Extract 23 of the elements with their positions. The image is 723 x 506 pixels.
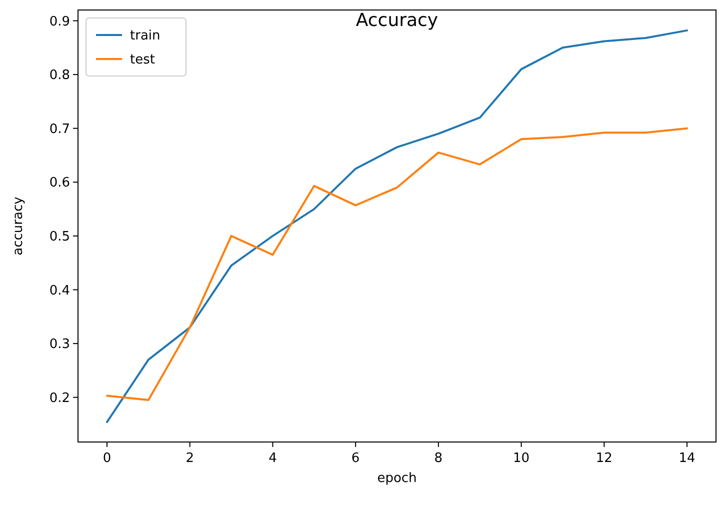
x-tick-label: 10: [513, 451, 530, 466]
y-tick-label: 0.6: [49, 176, 70, 191]
y-tick-label: 0.8: [49, 68, 70, 84]
x-tick-label: 6: [351, 451, 360, 466]
x-tick-label: 8: [434, 451, 443, 466]
x-tick-label: 12: [596, 451, 612, 466]
y-tick-label: 0.4: [49, 283, 70, 298]
y-tick-label: 0.2: [49, 390, 70, 406]
legend-label: test: [130, 52, 155, 68]
x-tick-label: 2: [186, 451, 194, 466]
x-tick-label: 14: [678, 451, 696, 466]
legend-label: train: [130, 28, 160, 44]
y-tick-label: 0.9: [49, 14, 70, 30]
y-tick-label: 0.3: [49, 337, 70, 352]
x-tick-label: 0: [102, 451, 112, 466]
y-tick-label: 0.7: [49, 122, 70, 137]
x-axis-title: epoch: [377, 471, 417, 486]
chart-title: Accuracy: [356, 10, 438, 31]
y-tick-label: 0.5: [49, 230, 70, 245]
line-series: [106, 29, 688, 424]
x-tick-label: 4: [268, 451, 277, 466]
line-series: [106, 127, 688, 402]
y-axis-title: accuracy: [11, 196, 26, 256]
